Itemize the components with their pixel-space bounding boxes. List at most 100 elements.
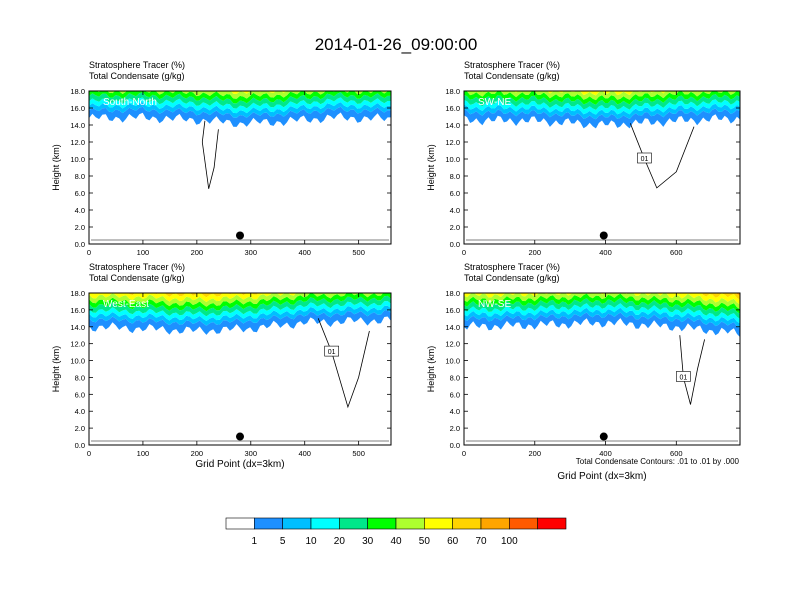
- y-axis-label: Height (km): [51, 346, 61, 393]
- y-tick-label: 2.0: [450, 424, 460, 433]
- tracer-band-7: [464, 293, 740, 305]
- contour-label-box: [324, 345, 339, 357]
- tracer-band-1: [464, 108, 740, 129]
- panel-label: NW-SE: [478, 299, 511, 310]
- plot-area: [89, 91, 391, 244]
- tracer-band-4: [464, 298, 740, 319]
- colorbar-swatch: [254, 517, 283, 530]
- y-tick-label: 4.0: [75, 206, 85, 215]
- y-tick-label: 4.0: [75, 407, 85, 416]
- x-tick-label: 100: [137, 248, 150, 257]
- tracer-band-7: [89, 293, 332, 302]
- tracer-band-4: [464, 94, 740, 110]
- colorbar-label: 10: [305, 536, 317, 547]
- x-axis-label: Grid Point (dx=3km): [195, 459, 284, 470]
- x-tick-label: 600: [670, 449, 683, 458]
- y-tick-label: 14.0: [70, 121, 85, 130]
- y-tick-label: 0.0: [75, 441, 85, 450]
- colorbar-swatch: [310, 517, 340, 530]
- y-tick-label: 12.0: [70, 138, 85, 147]
- y-tick-label: 12.0: [70, 340, 85, 349]
- tracer-band-8: [671, 293, 740, 300]
- y-tick-label: 4.0: [450, 206, 460, 215]
- panel-title-condensate: Total Condensate (g/kg): [464, 273, 560, 283]
- colorbar-swatch: [282, 517, 312, 530]
- colorbar-label: 50: [419, 536, 431, 547]
- y-tick-label: 16.0: [70, 104, 85, 113]
- y-axis-label: Height (km): [426, 144, 436, 191]
- y-tick-label: 18.0: [445, 289, 460, 298]
- contour-label: 01: [641, 156, 649, 163]
- tracer-band-4: [89, 295, 391, 317]
- plot-frame: [88, 90, 392, 245]
- x-tick-label: 0: [462, 248, 466, 257]
- tracer-band-1: [464, 312, 740, 338]
- y-tick-label: 18.0: [70, 289, 85, 298]
- tracer-band-3: [89, 301, 391, 321]
- x-tick-label: 0: [87, 248, 91, 257]
- y-tick-label: 2.0: [450, 223, 460, 232]
- panel-title-condensate: Total Condensate (g/kg): [464, 71, 560, 81]
- colorbar-swatch: [509, 517, 538, 530]
- contour-label: 01: [328, 349, 336, 356]
- y-tick-label: 12.0: [445, 138, 460, 147]
- colorbar-label: 100: [501, 536, 518, 547]
- tracer-band-2: [89, 305, 391, 326]
- y-tick-label: 10.0: [445, 155, 460, 164]
- tracer-band-6: [89, 293, 391, 307]
- tracer-band-2: [464, 103, 740, 120]
- y-tick-label: 0.0: [450, 240, 460, 249]
- colorbar-swatch: [339, 517, 368, 530]
- panel-label: SW-NE: [478, 97, 511, 108]
- x-tick-label: 200: [529, 248, 542, 257]
- contour-label-box: [676, 371, 691, 382]
- x-tick-label: 300: [245, 248, 258, 257]
- panel-label: West-East: [103, 299, 149, 310]
- tracer-band-6: [464, 293, 740, 310]
- y-tick-label: 14.0: [445, 121, 460, 130]
- location-marker: [236, 432, 244, 441]
- y-tick-label: 8.0: [450, 373, 460, 382]
- y-tick-label: 18.0: [70, 87, 85, 96]
- x-tick-label: 500: [352, 248, 365, 257]
- colorbar-swatch: [225, 517, 255, 530]
- y-tick-label: 6.0: [75, 189, 85, 198]
- tracer-band-2: [89, 102, 391, 118]
- y-axis-label: Height (km): [426, 346, 436, 393]
- y-tick-label: 18.0: [445, 87, 460, 96]
- y-tick-label: 0.0: [75, 240, 85, 249]
- y-tick-label: 16.0: [445, 104, 460, 113]
- colorbar-label: 30: [362, 536, 374, 547]
- tracer-band-1: [89, 106, 391, 127]
- x-tick-label: 200: [191, 449, 204, 458]
- tracer-band-8: [464, 80, 740, 91]
- y-axis-label: Height (km): [51, 144, 61, 191]
- tracer-band-8: [92, 293, 259, 298]
- x-tick-label: 600: [670, 248, 683, 257]
- plot-frame: [88, 292, 392, 446]
- y-tick-label: 2.0: [75, 424, 85, 433]
- colorbar-swatch: [537, 517, 567, 530]
- y-tick-label: 10.0: [70, 155, 85, 164]
- x-tick-label: 500: [352, 449, 365, 458]
- x-tick-label: 300: [245, 449, 258, 458]
- y-tick-label: 8.0: [75, 172, 85, 181]
- panel-title-tracer: Stratosphere Tracer (%): [464, 262, 560, 272]
- y-tick-label: 14.0: [70, 323, 85, 332]
- y-tick-label: 8.0: [450, 172, 460, 181]
- tracer-band-5: [464, 91, 740, 105]
- tracer-band-1: [89, 310, 391, 335]
- tracer-band-5: [89, 293, 391, 312]
- condensate-contour: [629, 123, 695, 189]
- colorbar-swatch: [452, 517, 482, 530]
- colorbar-swatch: [424, 517, 453, 530]
- condensate-contour: [679, 335, 705, 405]
- panel-title-tracer: Stratosphere Tracer (%): [89, 60, 185, 70]
- tracer-band-6: [465, 91, 740, 101]
- tracer-band-3: [464, 99, 740, 115]
- panel-title-tracer: Stratosphere Tracer (%): [464, 60, 560, 70]
- plot-area: [464, 293, 740, 445]
- colorbar-label: 20: [334, 536, 346, 547]
